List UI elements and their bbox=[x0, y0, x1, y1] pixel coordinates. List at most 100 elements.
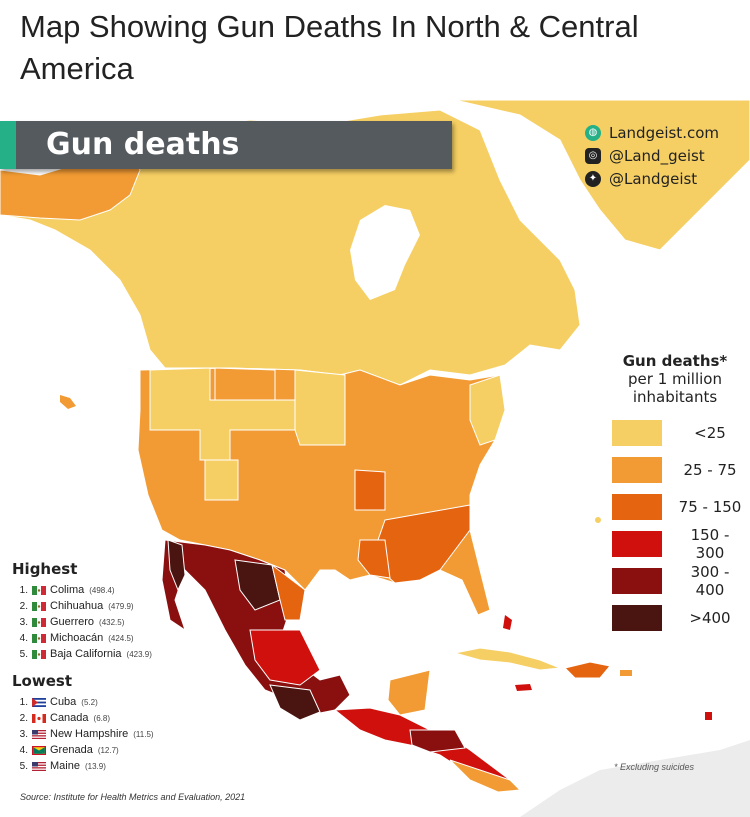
region-us-northeast-low bbox=[469, 374, 506, 446]
legend-swatch bbox=[612, 420, 662, 446]
rank-value: (479.9) bbox=[108, 601, 134, 611]
highest-item: 5. Baja California (423.9) bbox=[12, 646, 212, 662]
rank-name: Chihuahua bbox=[50, 600, 104, 612]
globe-icon: ◍ bbox=[585, 124, 601, 141]
legend-label: 150 - 300 bbox=[690, 526, 730, 562]
lowest-heading: Lowest bbox=[12, 672, 72, 690]
highest-heading: Highest bbox=[12, 560, 78, 578]
region-bahamas bbox=[503, 615, 512, 630]
banner-accent bbox=[0, 121, 16, 169]
rank-number: 2. bbox=[19, 712, 28, 724]
rank-value: (498.4) bbox=[89, 585, 115, 595]
highest-list: 1. Colima (498.4) 2. Chihuahua (479.9) 3… bbox=[12, 582, 212, 662]
mexico-flag-icon bbox=[32, 617, 46, 627]
region-costa-rica-panama bbox=[449, 759, 522, 793]
rank-value: (432.5) bbox=[99, 617, 125, 627]
legend-swatch bbox=[612, 605, 662, 631]
region-louisiana bbox=[357, 539, 391, 579]
legend-item: 25 - 75 bbox=[600, 457, 750, 483]
instagram-icon: ◎ bbox=[585, 147, 601, 164]
region-south-america bbox=[520, 740, 750, 817]
legend-title-rest: per 1 million inhabitants bbox=[628, 370, 722, 406]
region-baja bbox=[167, 539, 186, 592]
region-us-midwest-low bbox=[294, 369, 346, 446]
legend-item: 300 - 400 bbox=[600, 563, 750, 599]
region-jamaica bbox=[515, 684, 532, 691]
legend-item: 75 - 150 bbox=[600, 494, 750, 520]
rank-name: Canada bbox=[50, 712, 89, 724]
region-hawaii bbox=[60, 395, 76, 409]
rank-name: Guerrero bbox=[50, 616, 95, 628]
rankings: Highest 1. Colima (498.4) 2. Chihuahua (… bbox=[12, 560, 212, 774]
region-hudson-bay bbox=[350, 205, 420, 300]
rank-value: (424.5) bbox=[108, 633, 134, 643]
rank-value: (11.5) bbox=[133, 729, 154, 739]
map-canvas[interactable] bbox=[0, 100, 750, 817]
legend-label: 25 - 75 bbox=[683, 461, 737, 479]
mexico-flag-icon bbox=[32, 633, 46, 643]
region-trinidad bbox=[705, 712, 712, 720]
region-chihuahua bbox=[234, 559, 281, 611]
region-greenland bbox=[454, 100, 750, 251]
social-website[interactable]: ◍ Landgeist.com bbox=[585, 121, 750, 144]
rank-number: 2. bbox=[19, 600, 28, 612]
usa-flag-icon bbox=[32, 761, 46, 771]
social-website-label: Landgeist.com bbox=[609, 123, 719, 142]
page-title: Map Showing Gun Deaths In North & Centra… bbox=[20, 9, 639, 86]
legend-item: <25 bbox=[600, 420, 750, 446]
social-links: ◍ Landgeist.com ◎ @Land_geist ✦ @Landgei… bbox=[585, 121, 750, 190]
banner-title: Gun deaths bbox=[46, 127, 240, 162]
legend: Gun deaths* per 1 million inhabitants <2… bbox=[600, 352, 750, 642]
highest-item: 3. Guerrero (432.5) bbox=[12, 614, 212, 630]
rank-number: 1. bbox=[19, 584, 28, 596]
region-honduras bbox=[409, 729, 466, 753]
legend-item: 150 - 300 bbox=[600, 526, 750, 562]
rank-number: 4. bbox=[19, 744, 28, 756]
lowest-item: 4. Grenada (12.7) bbox=[12, 742, 212, 758]
legend-label: >400 bbox=[689, 609, 731, 627]
legend-swatch bbox=[612, 494, 662, 520]
rank-name: Grenada bbox=[50, 744, 93, 756]
region-hispaniola bbox=[564, 661, 611, 679]
footnote: * Excluding suicides bbox=[614, 762, 695, 772]
region-missouri bbox=[354, 469, 386, 511]
canada-flag-icon bbox=[32, 713, 46, 723]
mexico-flag-icon bbox=[32, 649, 46, 659]
region-cuba bbox=[454, 647, 561, 671]
social-instagram[interactable]: ◎ @Land_geist bbox=[585, 144, 750, 167]
rank-name: New Hampshire bbox=[50, 728, 129, 740]
legend-swatch bbox=[612, 568, 662, 594]
highest-item: 1. Colima (498.4) bbox=[12, 582, 212, 598]
rank-value: (12.7) bbox=[97, 745, 119, 755]
rank-name: Maine bbox=[50, 760, 80, 772]
banner: Gun deaths bbox=[0, 121, 452, 169]
legend-item: >400 bbox=[600, 605, 750, 631]
lowest-item: 3. New Hampshire (11.5) bbox=[12, 726, 212, 742]
grenada-flag-icon bbox=[32, 745, 46, 755]
lowest-item: 1. Cuba (5.2) bbox=[12, 694, 212, 710]
social-twitter[interactable]: ✦ @Landgeist bbox=[585, 167, 750, 190]
region-guerrero bbox=[269, 684, 321, 721]
social-twitter-label: @Landgeist bbox=[609, 169, 698, 188]
social-instagram-label: @Land_geist bbox=[609, 146, 705, 165]
legend-swatch bbox=[612, 531, 662, 557]
rank-value: (5.2) bbox=[81, 697, 98, 707]
region-puerto-rico bbox=[620, 670, 632, 676]
rank-number: 3. bbox=[19, 616, 28, 628]
rank-name: Colima bbox=[50, 584, 85, 596]
twitter-icon: ✦ bbox=[585, 170, 601, 187]
highest-item: 4. Michoacán (424.5) bbox=[12, 630, 212, 646]
region-bermuda bbox=[595, 517, 601, 523]
legend-items: <25 25 - 75 75 - 150 150 - 300 300 - 400… bbox=[600, 420, 750, 631]
rank-value: (423.9) bbox=[126, 649, 152, 659]
highest-item: 2. Chihuahua (479.9) bbox=[12, 598, 212, 614]
mexico-flag-icon bbox=[32, 585, 46, 595]
cuba-flag-icon bbox=[32, 697, 46, 707]
region-us-north-low bbox=[149, 367, 296, 461]
rank-number: 5. bbox=[19, 760, 28, 772]
region-mexico-central bbox=[249, 629, 321, 686]
rank-value: (13.9) bbox=[84, 761, 106, 771]
usa-flag-icon bbox=[32, 729, 46, 739]
legend-title: Gun deaths* per 1 million inhabitants bbox=[600, 352, 750, 406]
rank-name: Baja California bbox=[50, 648, 122, 660]
